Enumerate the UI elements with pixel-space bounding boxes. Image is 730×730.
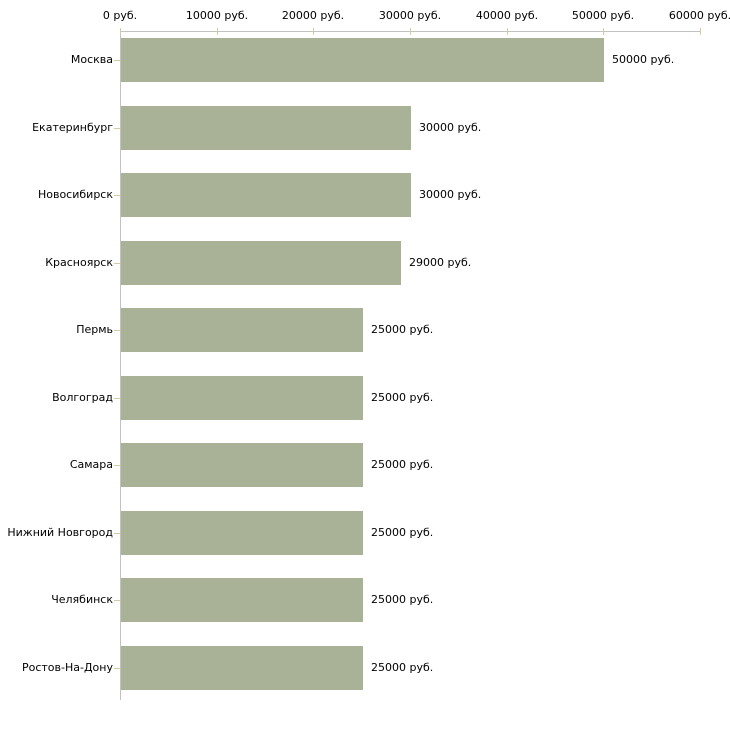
x-tick-label: 40000 руб. [475, 9, 539, 22]
y-axis-line [120, 31, 121, 700]
x-tick-label: 20000 руб. [281, 9, 345, 22]
x-axis-tick [507, 28, 508, 35]
x-axis-tick [120, 28, 121, 35]
value-label: 25000 руб. [371, 391, 434, 404]
bar [121, 38, 604, 82]
y-axis-tick [114, 465, 120, 466]
x-axis-tick [410, 28, 411, 35]
category-label: Челябинск [51, 593, 113, 606]
bar [121, 443, 363, 487]
y-axis-tick [114, 600, 120, 601]
x-tick-label: 50000 руб. [571, 9, 635, 22]
value-label: 30000 руб. [419, 188, 482, 201]
value-label: 25000 руб. [371, 661, 434, 674]
bar [121, 511, 363, 555]
y-axis-tick [114, 668, 120, 669]
y-axis-tick [114, 128, 120, 129]
bar [121, 376, 363, 420]
bar [121, 106, 411, 150]
y-axis-tick [114, 195, 120, 196]
x-tick-label: 30000 руб. [378, 9, 442, 22]
category-label: Ростов-На-Дону [21, 661, 113, 674]
x-axis-tick [700, 28, 701, 35]
category-label: Новосибирск [37, 188, 113, 201]
y-axis-tick [114, 533, 120, 534]
category-label: Красноярск [45, 256, 113, 269]
category-label: Волгоград [52, 391, 113, 404]
bar [121, 646, 363, 690]
x-axis-tick [217, 28, 218, 35]
y-axis-tick [114, 398, 120, 399]
y-axis-tick [114, 330, 120, 331]
y-axis-tick [114, 263, 120, 264]
bar [121, 241, 401, 285]
category-label: Пермь [76, 323, 113, 336]
value-label: 25000 руб. [371, 593, 434, 606]
x-axis-tick [603, 28, 604, 35]
value-label: 50000 руб. [612, 53, 675, 66]
x-tick-label: 60000 руб. [668, 9, 730, 22]
x-axis-tick [313, 28, 314, 35]
x-tick-label: 10000 руб. [185, 9, 249, 22]
bar [121, 173, 411, 217]
bar [121, 578, 363, 622]
value-label: 25000 руб. [371, 458, 434, 471]
value-label: 25000 руб. [371, 323, 434, 336]
value-label: 30000 руб. [419, 121, 482, 134]
y-axis-tick [114, 60, 120, 61]
category-label: Нижний Новгород [7, 526, 113, 539]
category-label: Самара [69, 458, 113, 471]
bar [121, 308, 363, 352]
value-label: 25000 руб. [371, 526, 434, 539]
category-label: Екатеринбург [32, 121, 113, 134]
category-label: Москва [70, 53, 113, 66]
x-tick-label: 0 руб. [102, 9, 138, 22]
value-label: 29000 руб. [409, 256, 472, 269]
